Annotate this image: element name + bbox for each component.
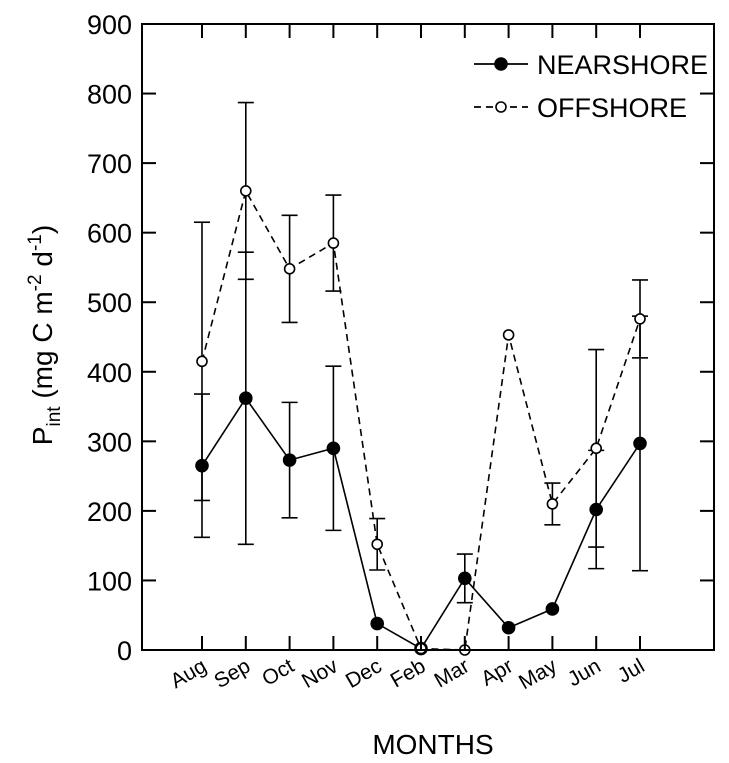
x-tick-label: Jul <box>614 654 649 687</box>
x-tick-label: Oct <box>258 654 298 690</box>
data-point-nearshore <box>545 602 560 616</box>
x-tick-label: Apr <box>477 654 517 690</box>
svg-text:Pint (mg C m-2 d-1): Pint (mg C m-2 d-1) <box>25 225 65 445</box>
y-axis-title: Pint (mg C m-2 d-1) <box>25 225 65 445</box>
data-point-nearshore <box>326 441 341 456</box>
y-tick-label: 200 <box>87 497 132 527</box>
data-point-nearshore <box>633 436 647 451</box>
y-tick-label: 500 <box>87 288 132 318</box>
data-point-nearshore <box>501 620 516 635</box>
data-point-offshore <box>502 329 515 341</box>
error-bars <box>194 101 648 604</box>
x-tick-label: Sep <box>210 654 254 693</box>
y-tick-label: 300 <box>87 427 132 457</box>
y-tick-label: 700 <box>87 149 132 179</box>
data-point-nearshore <box>370 616 385 631</box>
legend-marker-nearshore <box>494 57 508 71</box>
x-tick-label: Dec <box>342 654 386 693</box>
y-axis-title-unit-open: (mg C m <box>27 291 58 406</box>
data-point-nearshore <box>239 391 253 406</box>
y-axis-title-base: P <box>27 427 58 446</box>
data-point-offshore <box>196 355 208 368</box>
legend-label-offshore: OFFSHORE <box>537 93 687 123</box>
data-point-offshore <box>240 185 252 197</box>
x-tick-label: May <box>515 654 561 694</box>
x-axis-title: MONTHS <box>372 729 493 760</box>
y-axis-title-unit-mid: d <box>27 251 58 274</box>
data-point-offshore <box>590 442 603 455</box>
legend-marker-offshore <box>495 101 507 113</box>
data-point-nearshore <box>195 458 209 473</box>
y-tick-label: 600 <box>87 219 132 249</box>
x-tick-label: Jun <box>564 654 605 691</box>
data-point-offshore <box>327 237 340 249</box>
y-axis-title-exp2: -1 <box>25 234 46 251</box>
series-markers <box>195 185 647 656</box>
y-tick-label: 100 <box>87 566 132 596</box>
y-axis-ticks: 0 100 200 300 400 500 600 700 800 900 <box>87 10 714 666</box>
data-point-offshore <box>371 538 384 551</box>
series-lines <box>201 188 641 651</box>
y-axis-title-unit-close: ) <box>27 225 58 234</box>
data-point-nearshore <box>282 453 297 467</box>
data-point-offshore <box>283 263 296 275</box>
series-line-nearshore <box>201 396 641 650</box>
y-tick-label: 0 <box>117 636 132 666</box>
x-tick-label: Mar <box>430 654 473 692</box>
data-point-nearshore <box>457 571 472 586</box>
x-tick-label: Feb <box>387 654 430 692</box>
x-tick-label: Aug <box>167 654 211 693</box>
y-axis-title-exp1: -2 <box>25 274 46 291</box>
y-axis-title-sub: int <box>44 406 65 427</box>
plot-frame <box>141 23 715 651</box>
y-tick-label: 900 <box>87 10 132 40</box>
series-line-offshore <box>201 188 641 651</box>
legend-label-nearshore: NEARSHORE <box>537 50 708 80</box>
y-tick-label: 800 <box>87 80 132 110</box>
y-tick-label: 400 <box>87 358 132 388</box>
legend: NEARSHORE OFFSHORE <box>474 50 708 123</box>
data-point-nearshore <box>589 502 604 517</box>
data-point-offshore <box>546 498 559 510</box>
x-tick-label: Nov <box>298 654 342 693</box>
data-point-offshore <box>634 313 646 325</box>
